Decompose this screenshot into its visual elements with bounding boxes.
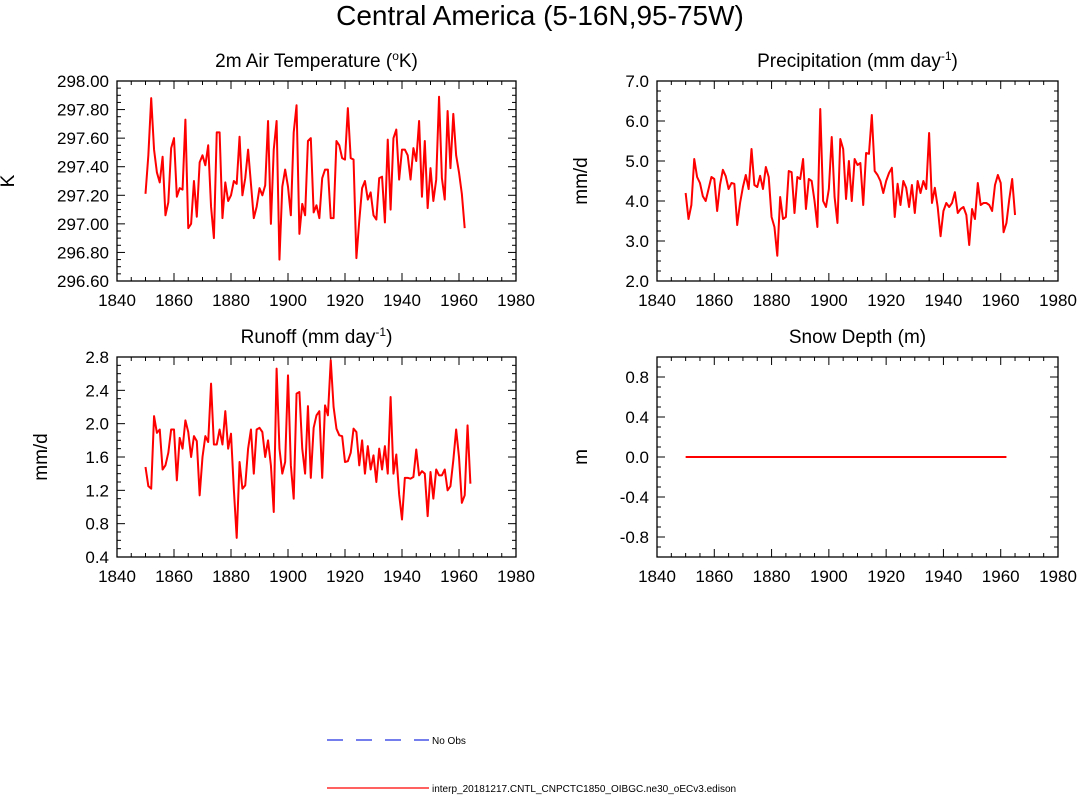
y-tick-label: 0.0 bbox=[625, 448, 649, 467]
y-tick-label: 2.8 bbox=[85, 348, 109, 367]
y-axis-label: K bbox=[0, 174, 19, 187]
y-tick-label: -0.4 bbox=[620, 488, 649, 507]
y-tick-label: 7.0 bbox=[625, 72, 649, 91]
panel-precipitation: Precipitation (mm day-1) mm/d 1840 1860 1880… bbox=[571, 49, 1077, 310]
y-tick-label: 297.20 bbox=[57, 186, 109, 205]
figure-title: Central America (5-16N,95-75W) bbox=[336, 0, 744, 31]
x-tick-label: 1960 bbox=[982, 291, 1020, 310]
y-tick-label: 3.0 bbox=[625, 232, 649, 251]
x-tick-label: 1940 bbox=[925, 291, 963, 310]
y-tick-label: 297.80 bbox=[57, 101, 109, 120]
x-tick-label: 1840 bbox=[98, 291, 136, 310]
series-line-runoff bbox=[144, 359, 472, 539]
y-tick-label: 2.0 bbox=[85, 415, 109, 434]
y-axis-label: mm/d bbox=[31, 433, 52, 481]
x-tick-label: 1980 bbox=[497, 291, 535, 310]
panel-title: Runoff (mm day-1) bbox=[241, 325, 393, 348]
x-tick-label: 1840 bbox=[638, 291, 676, 310]
y-tick-label: 1.6 bbox=[85, 448, 109, 467]
y-tick-label: 1.2 bbox=[85, 481, 109, 500]
y-tick-label: 297.40 bbox=[57, 158, 109, 177]
y-tick-label: 0.4 bbox=[85, 548, 109, 567]
y-axis-label: mm/d bbox=[571, 157, 592, 205]
y-tick-label: 0.8 bbox=[85, 515, 109, 534]
x-tick-label: 1960 bbox=[440, 291, 478, 310]
x-tick-label: 1980 bbox=[497, 567, 535, 586]
x-tick-label: 1880 bbox=[753, 567, 791, 586]
y-tick-label: 6.0 bbox=[625, 112, 649, 131]
panel-title-superscript: o bbox=[392, 49, 399, 63]
y-tick-label: 2.4 bbox=[85, 381, 109, 400]
x-tick-label: 1940 bbox=[383, 291, 421, 310]
y-tick-label: 2.0 bbox=[625, 272, 649, 291]
x-tick-label: 1840 bbox=[638, 567, 676, 586]
x-tick-label: 1920 bbox=[326, 291, 364, 310]
panel-title-text: Precipitation (mm day bbox=[757, 51, 941, 72]
panel-title: Snow Depth (m) bbox=[789, 327, 926, 348]
y-tick-label: 0.8 bbox=[625, 368, 649, 387]
x-tick-label: 1880 bbox=[753, 291, 791, 310]
x-tick-label: 1900 bbox=[810, 567, 848, 586]
panel-runoff: Runoff (mm day-1) mm/d 1840 1860 1880 1900 192… bbox=[31, 325, 535, 586]
y-tick-label: 297.60 bbox=[57, 129, 109, 148]
panel-2m-air-temperature: 2m Air Temperature (oK) K 1840 1860 1880 1900… bbox=[0, 49, 535, 310]
y-tick-label: 298.00 bbox=[57, 72, 109, 91]
series-line-temp bbox=[144, 95, 466, 261]
y-tick-label: 0.4 bbox=[625, 408, 649, 427]
panel-title-text: Runoff (mm day bbox=[241, 327, 376, 348]
panel-title-text: 2m Air Temperature ( bbox=[215, 51, 393, 72]
y-axis-label: m bbox=[571, 449, 592, 465]
x-tick-label: 1980 bbox=[1039, 291, 1077, 310]
y-tick-label: 296.60 bbox=[57, 272, 109, 291]
y-tick-label: 4.0 bbox=[625, 192, 649, 211]
x-tick-label: 1860 bbox=[695, 291, 733, 310]
panel-title-suffix: ) bbox=[952, 51, 958, 72]
x-tick-label: 1960 bbox=[440, 567, 478, 586]
panel-title-superscript: -1 bbox=[941, 49, 952, 63]
panel-title-text: Snow Depth (m) bbox=[789, 327, 926, 348]
panel-title-suffix: ) bbox=[386, 327, 392, 348]
legend-label-no-obs: No Obs bbox=[432, 736, 466, 747]
panel-title-superscript: -1 bbox=[375, 325, 386, 339]
plot-frame bbox=[656, 80, 1059, 282]
x-tick-label: 1880 bbox=[212, 567, 250, 586]
plot-frame bbox=[116, 356, 517, 558]
x-tick-label: 1840 bbox=[98, 567, 136, 586]
x-tick-label: 1980 bbox=[1039, 567, 1077, 586]
y-tick-label: 5.0 bbox=[625, 152, 649, 171]
x-tick-label: 1940 bbox=[925, 567, 963, 586]
legend: No Obs interp_20181217.CNTL_CNPCTC1850_O… bbox=[327, 736, 736, 795]
y-tick-label: 296.80 bbox=[57, 243, 109, 262]
x-tick-label: 1960 bbox=[982, 567, 1020, 586]
x-tick-label: 1900 bbox=[810, 291, 848, 310]
panel-snow-depth: Snow Depth (m) m 1840 1860 1880 1900 1920 1940 1… bbox=[571, 327, 1077, 586]
x-tick-label: 1920 bbox=[326, 567, 364, 586]
x-tick-label: 1920 bbox=[867, 567, 905, 586]
x-tick-label: 1900 bbox=[269, 567, 307, 586]
x-tick-label: 1860 bbox=[155, 567, 193, 586]
panel-title: 2m Air Temperature (oK) bbox=[215, 49, 418, 72]
legend-label-model: interp_20181217.CNTL_CNPCTC1850_OIBGC.ne… bbox=[432, 784, 736, 795]
x-tick-label: 1920 bbox=[867, 291, 905, 310]
x-tick-label: 1880 bbox=[212, 291, 250, 310]
x-tick-label: 1860 bbox=[155, 291, 193, 310]
panel-title: Precipitation (mm day-1) bbox=[757, 49, 958, 72]
x-tick-label: 1860 bbox=[695, 567, 733, 586]
panel-title-suffix: K) bbox=[399, 51, 418, 72]
y-tick-label: -0.8 bbox=[620, 528, 649, 547]
x-tick-label: 1900 bbox=[269, 291, 307, 310]
x-tick-label: 1940 bbox=[383, 567, 421, 586]
y-tick-label: 297.00 bbox=[57, 215, 109, 234]
series-line-precip bbox=[684, 108, 1017, 257]
